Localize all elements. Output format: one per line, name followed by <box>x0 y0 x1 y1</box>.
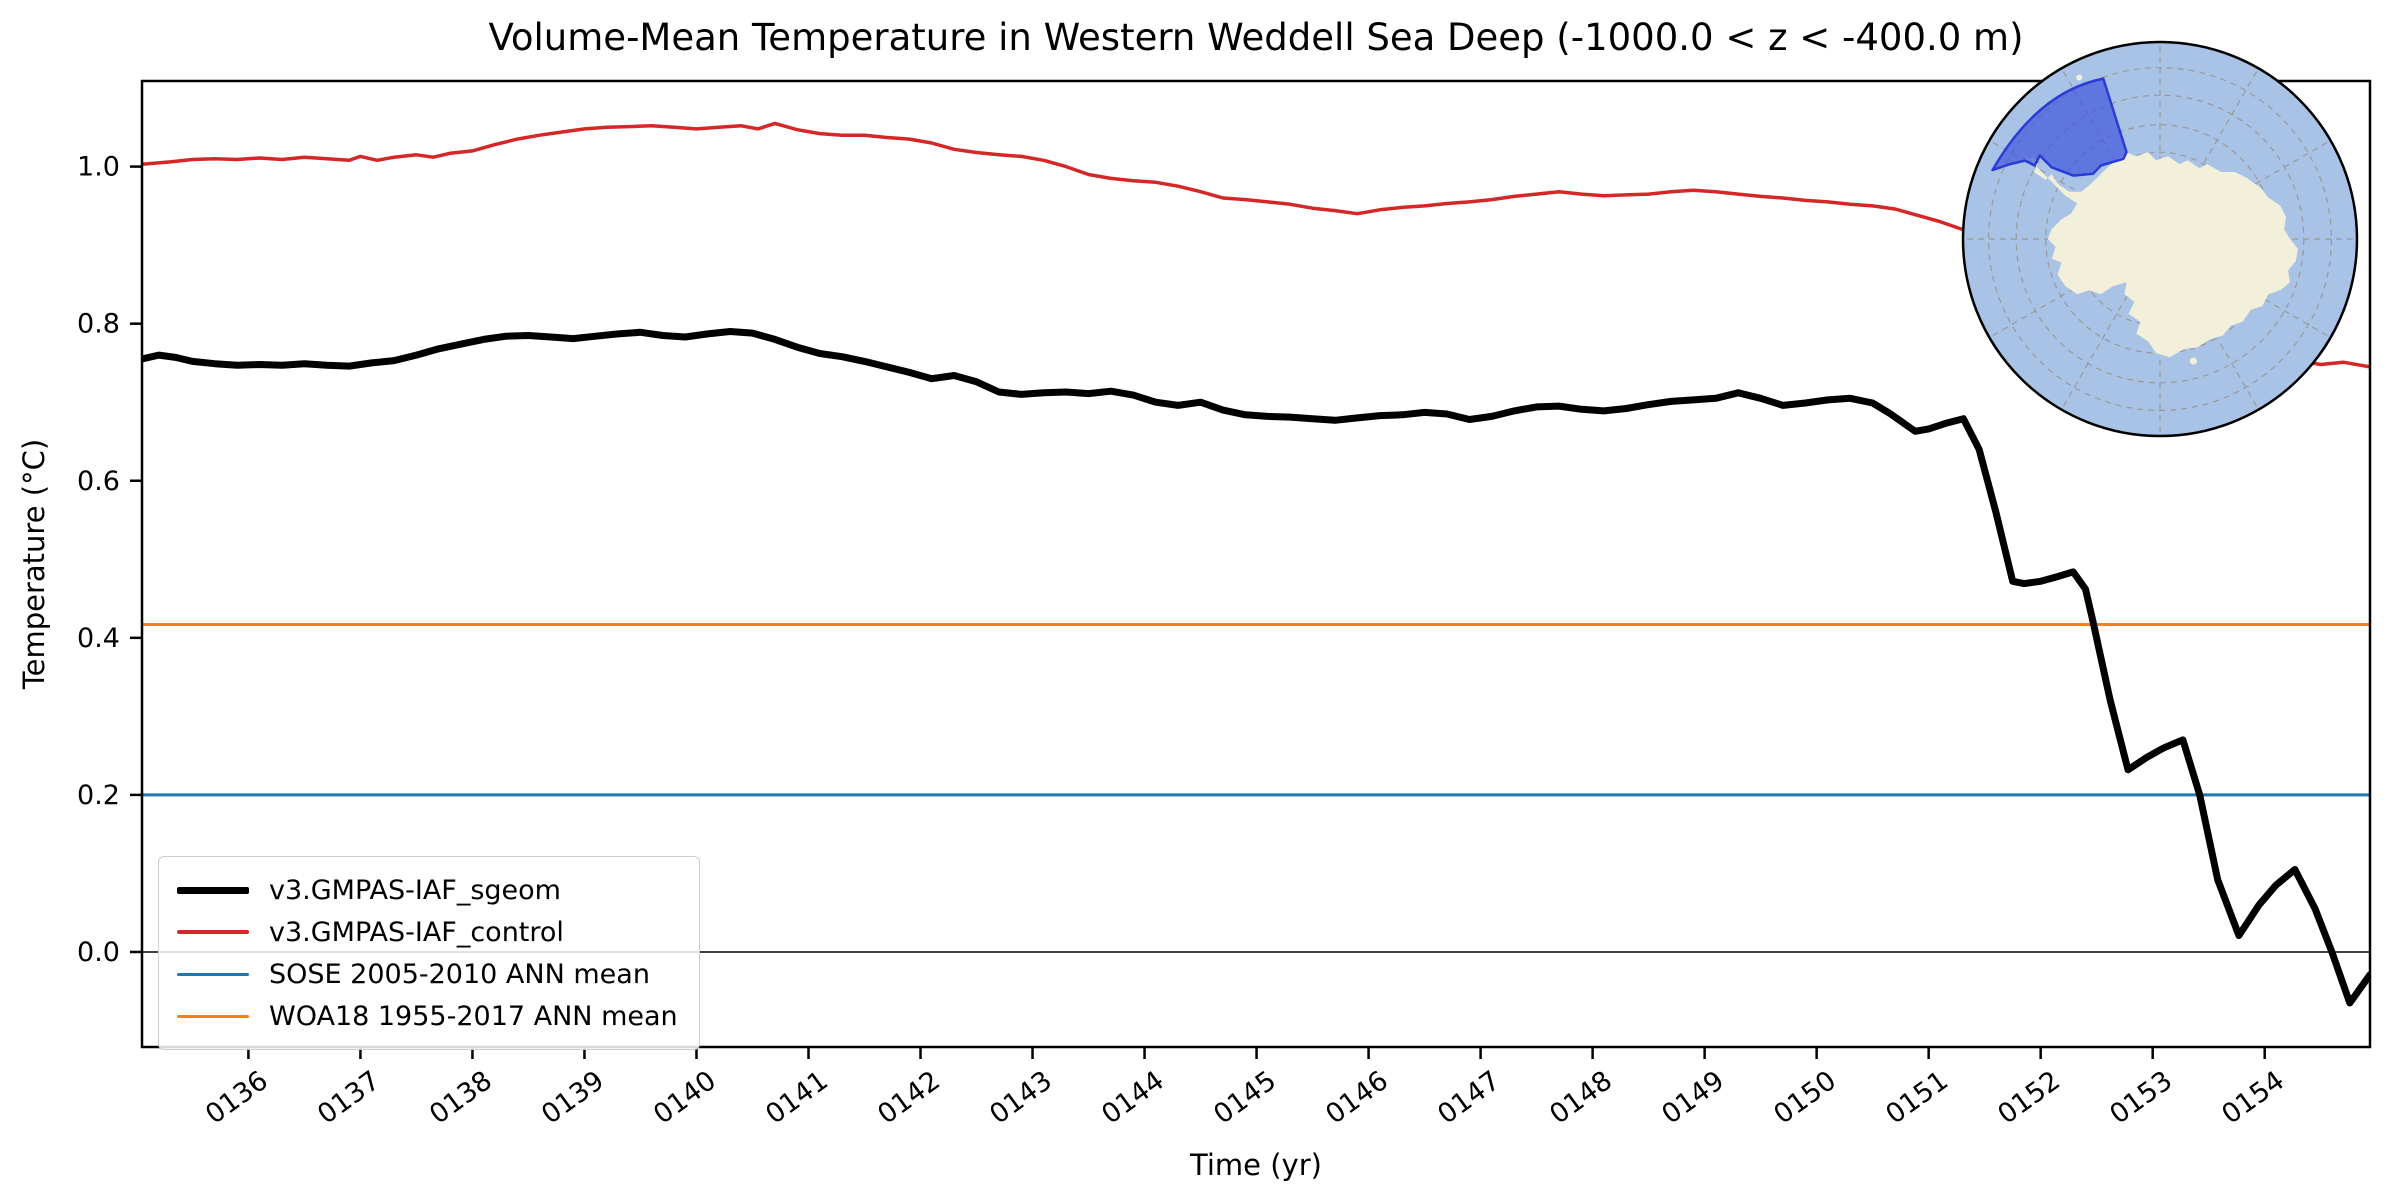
legend-label: WOA18 1955-2017 ANN mean <box>269 1000 678 1032</box>
series-v3-gmpas-iaf-sgeom <box>142 328 2370 1007</box>
legend-swatch-control <box>177 930 249 934</box>
legend-swatch-sgeom <box>177 886 249 894</box>
legend-box: v3.GMPAS-IAF_sgeom v3.GMPAS-IAF_control … <box>158 856 700 1050</box>
x-tick-label: 0136 <box>200 1065 274 1130</box>
legend-item: v3.GMPAS-IAF_control <box>159 911 699 953</box>
inset-island <box>2076 74 2083 81</box>
legend-swatch-woa <box>177 1014 249 1018</box>
x-tick-label: 0137 <box>312 1065 386 1130</box>
x-tick-label: 0141 <box>760 1065 834 1130</box>
y-tick-label: 0.0 <box>77 937 120 968</box>
x-tick-label: 0143 <box>984 1065 1058 1130</box>
x-tick-label: 0145 <box>1208 1065 1282 1130</box>
x-tick-label: 0146 <box>1320 1065 1394 1130</box>
y-tick-label: 0.8 <box>77 309 120 340</box>
x-tick-label: 0150 <box>1768 1065 1842 1130</box>
legend-swatch-sose <box>177 972 249 976</box>
inset-map <box>1961 40 2359 438</box>
legend-item: WOA18 1955-2017 ANN mean <box>159 995 699 1037</box>
x-tick-label: 0152 <box>1992 1065 2066 1130</box>
inset-antarctica-landmass <box>2022 152 2298 358</box>
legend-label: v3.GMPAS-IAF_control <box>269 916 564 948</box>
x-tick-label: 0151 <box>1880 1065 1954 1130</box>
legend-item: SOSE 2005-2010 ANN mean <box>159 953 699 995</box>
x-tick-label: 0142 <box>872 1065 946 1130</box>
x-tick-label: 0138 <box>424 1065 498 1130</box>
x-tick-label: 0148 <box>1544 1065 1618 1130</box>
y-tick-label: 1.0 <box>77 152 120 183</box>
legend-item: v3.GMPAS-IAF_sgeom <box>159 869 699 911</box>
chart-title: Volume-Mean Temperature in Western Wedde… <box>488 16 2024 59</box>
inset-island <box>2189 357 2197 365</box>
x-tick-label: 0140 <box>648 1065 722 1130</box>
inset-region-western-weddell-sea <box>1991 77 2128 177</box>
x-tick-label: 0153 <box>2104 1065 2178 1130</box>
y-tick-label: 0.6 <box>77 466 120 497</box>
y-tick-label: 0.4 <box>77 623 120 654</box>
y-tick-label: 0.2 <box>77 780 120 811</box>
x-axis-label: Time (yr) <box>1190 1148 1322 1182</box>
graticule-ring <box>1988 67 2332 411</box>
x-tick-label: 0154 <box>2216 1065 2290 1130</box>
x-tick-label: 0139 <box>536 1065 610 1130</box>
x-tick-label: 0147 <box>1432 1065 1506 1130</box>
x-tick-label: 0149 <box>1656 1065 1730 1130</box>
series-v3-gmpas-iaf-control <box>142 121 2370 369</box>
legend-label: SOSE 2005-2010 ANN mean <box>269 958 650 990</box>
x-tick-label: 0144 <box>1096 1065 1170 1130</box>
legend-label: v3.GMPAS-IAF_sgeom <box>269 874 561 906</box>
